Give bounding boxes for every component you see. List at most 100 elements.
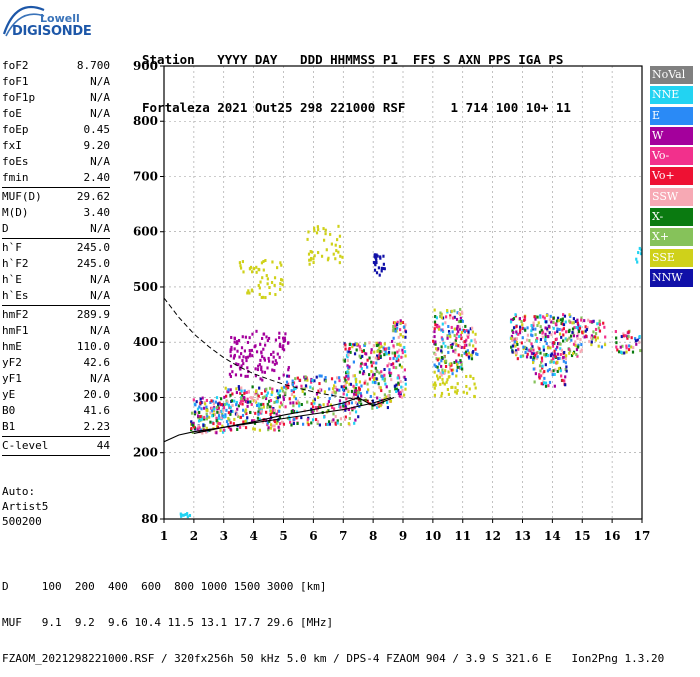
- data-point: [354, 418, 357, 422]
- data-point: [374, 381, 377, 385]
- data-point: [399, 394, 402, 398]
- data-point: [209, 420, 212, 424]
- data-point: [376, 354, 379, 358]
- data-point: [239, 266, 243, 270]
- data-point: [403, 368, 406, 372]
- data-point: [385, 395, 388, 399]
- data-point: [246, 397, 249, 401]
- data-point: [257, 402, 260, 406]
- data-point: [344, 343, 347, 347]
- data-point: [445, 380, 448, 384]
- data-point: [354, 401, 358, 405]
- param-value: 110.0: [76, 340, 110, 353]
- data-point: [263, 370, 267, 374]
- param-name: foF1: [2, 75, 29, 88]
- data-point: [354, 387, 358, 391]
- data-point: [245, 359, 248, 363]
- data-point: [378, 346, 381, 350]
- legend-item: NoVal: [650, 66, 693, 84]
- data-point: [378, 398, 381, 402]
- data-point: [197, 426, 200, 430]
- data-point: [632, 346, 635, 350]
- data-point: [457, 353, 460, 357]
- data-point: [530, 329, 533, 333]
- data-point: [198, 426, 201, 430]
- param-value: N/A: [90, 107, 110, 120]
- data-point: [384, 382, 387, 386]
- data-point: [279, 401, 283, 405]
- data-point: [576, 326, 580, 330]
- data-point: [243, 349, 246, 353]
- data-point: [433, 330, 436, 334]
- data-point: [452, 316, 455, 320]
- data-point: [459, 333, 463, 337]
- data-point: [346, 402, 349, 406]
- data-point: [246, 416, 249, 420]
- data-point: [221, 414, 224, 418]
- data-point: [246, 400, 250, 404]
- data-point: [590, 334, 594, 338]
- data-point: [457, 330, 460, 334]
- data-point: [474, 386, 477, 390]
- data-point: [209, 411, 212, 415]
- data-point: [544, 381, 548, 385]
- data-point: [217, 421, 220, 425]
- data-point: [551, 373, 554, 377]
- data-point: [229, 412, 232, 416]
- data-point: [277, 391, 280, 395]
- data-point: [253, 345, 256, 349]
- data-point: [554, 368, 557, 372]
- data-point: [574, 343, 577, 347]
- data-point: [450, 309, 453, 313]
- data-point: [197, 419, 201, 423]
- data-point: [597, 344, 600, 348]
- data-point: [561, 328, 564, 332]
- data-point: [521, 326, 524, 330]
- data-point: [519, 328, 522, 332]
- data-point: [241, 402, 244, 406]
- data-point: [260, 351, 263, 355]
- data-point: [392, 356, 395, 360]
- data-point: [215, 405, 219, 409]
- data-point: [209, 400, 212, 404]
- data-point: [364, 342, 367, 346]
- data-point: [273, 369, 276, 373]
- param-name: yF1: [2, 372, 22, 385]
- data-point: [352, 374, 355, 378]
- param-row: foF1p N/A: [2, 90, 110, 106]
- data-point: [556, 345, 559, 349]
- data-point: [378, 353, 381, 357]
- data-point: [441, 381, 445, 385]
- data-point: [307, 230, 310, 234]
- data-point: [279, 261, 282, 265]
- data-point: [397, 376, 401, 380]
- data-point: [243, 395, 246, 399]
- data-point: [215, 396, 219, 400]
- data-point: [596, 322, 599, 326]
- data-point: [296, 376, 299, 380]
- data-point: [598, 329, 602, 333]
- data-point: [285, 384, 288, 388]
- legend-item: E: [650, 106, 693, 125]
- data-point: [397, 335, 400, 339]
- data-point: [354, 410, 358, 414]
- data-point: [529, 355, 532, 359]
- data-point: [458, 325, 461, 329]
- data-point: [350, 401, 353, 405]
- data-point: [449, 335, 452, 339]
- data-point: [395, 357, 398, 361]
- data-point: [260, 365, 263, 369]
- data-point: [469, 374, 472, 378]
- legend-item: W: [650, 126, 693, 145]
- data-point: [548, 325, 551, 329]
- data-point: [273, 400, 276, 404]
- data-point: [366, 382, 369, 386]
- data-point: [368, 373, 371, 377]
- data-point: [251, 385, 254, 389]
- data-point: [278, 376, 281, 380]
- data-point: [241, 396, 244, 400]
- data-point: [437, 347, 440, 351]
- data-point: [344, 401, 347, 405]
- data-point: [213, 412, 216, 416]
- data-point: [560, 374, 563, 378]
